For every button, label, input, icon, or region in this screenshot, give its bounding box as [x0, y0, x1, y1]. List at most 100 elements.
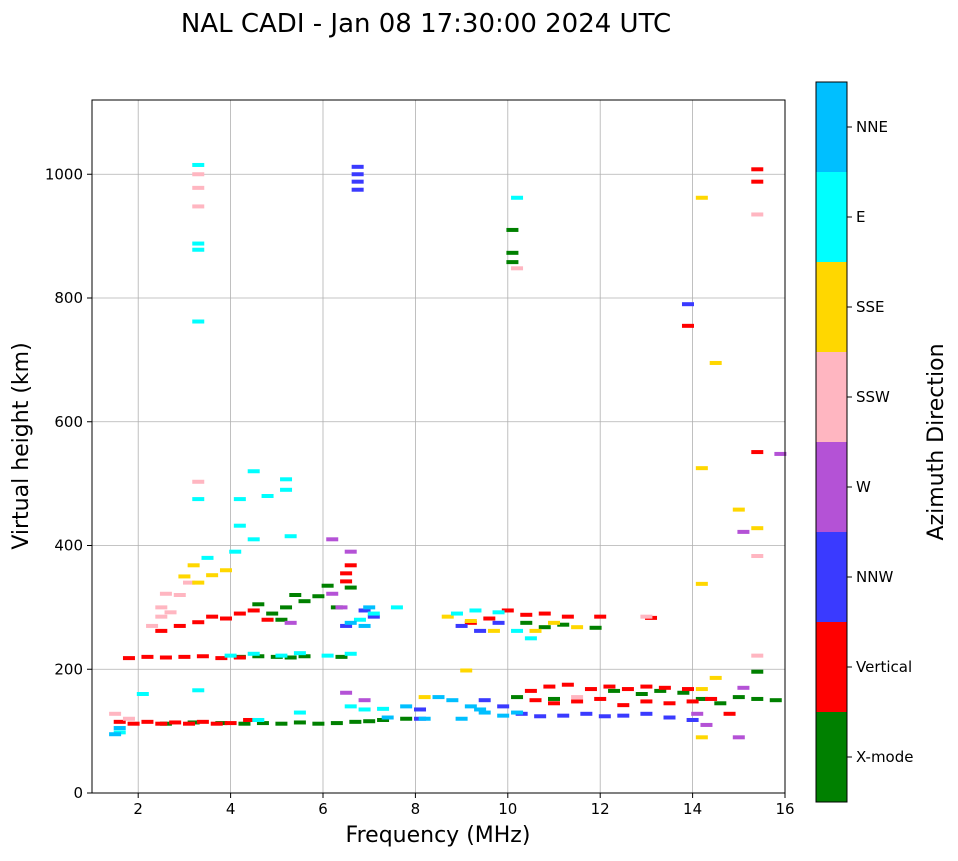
- data-point-x-mode: [520, 620, 533, 625]
- data-point-nnw: [358, 608, 371, 613]
- y-tick-label: 0: [73, 784, 83, 802]
- colorbar-segment: [816, 82, 847, 172]
- data-point-e: [233, 497, 246, 502]
- data-point-nnw: [681, 302, 694, 307]
- data-point-w: [340, 690, 353, 695]
- data-point-sse: [178, 574, 191, 579]
- data-point-nnw: [557, 713, 570, 718]
- colorbar-category-label: SSW: [856, 388, 890, 406]
- data-point-sse: [529, 628, 542, 633]
- data-point-vertical: [594, 696, 607, 701]
- data-point-e: [233, 523, 246, 528]
- data-point-vertical: [340, 579, 353, 584]
- data-point-nne: [432, 695, 445, 700]
- data-point-nnw: [474, 628, 487, 633]
- data-point-e: [293, 651, 306, 656]
- data-point-e: [201, 555, 214, 560]
- data-point-vertical: [658, 685, 671, 690]
- colorbar-category-label: NNE: [856, 118, 888, 136]
- data-point-e: [367, 611, 380, 616]
- data-point-x-mode: [677, 690, 690, 695]
- x-tick-label: 12: [591, 800, 610, 818]
- data-point-e: [192, 162, 205, 167]
- data-point-vertical: [155, 721, 168, 726]
- data-point-nnw: [492, 620, 505, 625]
- colorbar-category-label: Vertical: [856, 658, 912, 676]
- data-point-x-mode: [654, 688, 667, 693]
- colorbar-category-label: X-mode: [856, 748, 913, 766]
- data-point-nne: [400, 704, 413, 709]
- x-tick-label: 4: [226, 800, 236, 818]
- data-point-ssw: [751, 653, 764, 658]
- data-point-w: [691, 711, 704, 716]
- data-point-vertical: [261, 617, 274, 622]
- data-point-vertical: [178, 654, 191, 659]
- data-point-sse: [695, 581, 708, 586]
- data-point-e: [284, 534, 297, 539]
- data-point-sse: [709, 360, 722, 365]
- data-point-e: [377, 706, 390, 711]
- data-point-vertical: [169, 720, 182, 725]
- data-point-nnw: [663, 715, 676, 720]
- colorbar-segment: [816, 172, 847, 262]
- data-point-e: [192, 247, 205, 252]
- data-point-vertical: [247, 608, 260, 613]
- data-point-e: [192, 319, 205, 324]
- data-point-nne: [455, 716, 468, 721]
- y-tick-label: 600: [54, 413, 83, 431]
- data-point-x-mode: [275, 721, 288, 726]
- data-point-w: [326, 591, 339, 596]
- data-point-x-mode: [589, 625, 602, 630]
- grid-layer: [92, 100, 785, 793]
- data-point-vertical: [483, 616, 496, 621]
- data-point-x-mode: [321, 583, 334, 588]
- data-point-x-mode: [511, 695, 524, 700]
- data-point-w: [358, 698, 371, 703]
- data-point-nne: [446, 698, 459, 703]
- colorbar-segment: [816, 352, 847, 442]
- data-point-nnw: [580, 711, 593, 716]
- axis-ticks-layer: 2 4 6 8 10 12 14 16 0 200 400 600 800 1000: [45, 165, 795, 818]
- data-point-vertical: [206, 614, 219, 619]
- data-point-nnw: [478, 698, 491, 703]
- data-point-vertical: [159, 655, 172, 660]
- data-point-e: [511, 628, 524, 633]
- data-point-vertical: [122, 656, 135, 661]
- data-point-x-mode: [377, 717, 390, 722]
- data-point-vertical: [183, 721, 196, 726]
- data-point-vertical: [196, 654, 209, 659]
- y-tick-label: 1000: [45, 165, 83, 183]
- data-point-x-mode: [275, 617, 288, 622]
- data-point-ssw: [640, 614, 653, 619]
- data-point-e: [224, 653, 237, 658]
- data-point-sse: [464, 618, 477, 623]
- data-point-vertical: [196, 719, 209, 724]
- data-point-ssw: [192, 172, 205, 177]
- data-point-sse: [418, 695, 431, 700]
- data-point-x-mode: [266, 611, 279, 616]
- data-point-ssw: [109, 711, 122, 716]
- data-point-vertical: [141, 719, 154, 724]
- data-point-vertical: [113, 719, 126, 724]
- data-point-sse: [695, 466, 708, 471]
- data-point-e: [275, 653, 288, 658]
- data-point-e: [344, 651, 357, 656]
- data-point-e: [353, 617, 366, 622]
- data-point-nnw: [598, 714, 611, 719]
- data-point-vertical: [192, 620, 205, 625]
- data-point-w: [737, 529, 750, 534]
- data-point-e: [358, 707, 371, 712]
- data-point-vertical: [524, 688, 537, 693]
- data-point-ssw: [159, 591, 172, 596]
- data-point-sse: [487, 628, 500, 633]
- chart-title: NAL CADI - Jan 08 17:30:00 2024 UTC: [181, 9, 671, 39]
- colorbar-segment: [816, 532, 847, 622]
- data-point-vertical: [681, 323, 694, 328]
- data-point-e: [192, 241, 205, 246]
- y-tick-label: 200: [54, 660, 83, 678]
- data-point-vertical: [663, 701, 676, 706]
- colorbar-category-label: NNW: [856, 568, 893, 586]
- data-point-x-mode: [751, 669, 764, 674]
- data-point-x-mode: [538, 625, 551, 630]
